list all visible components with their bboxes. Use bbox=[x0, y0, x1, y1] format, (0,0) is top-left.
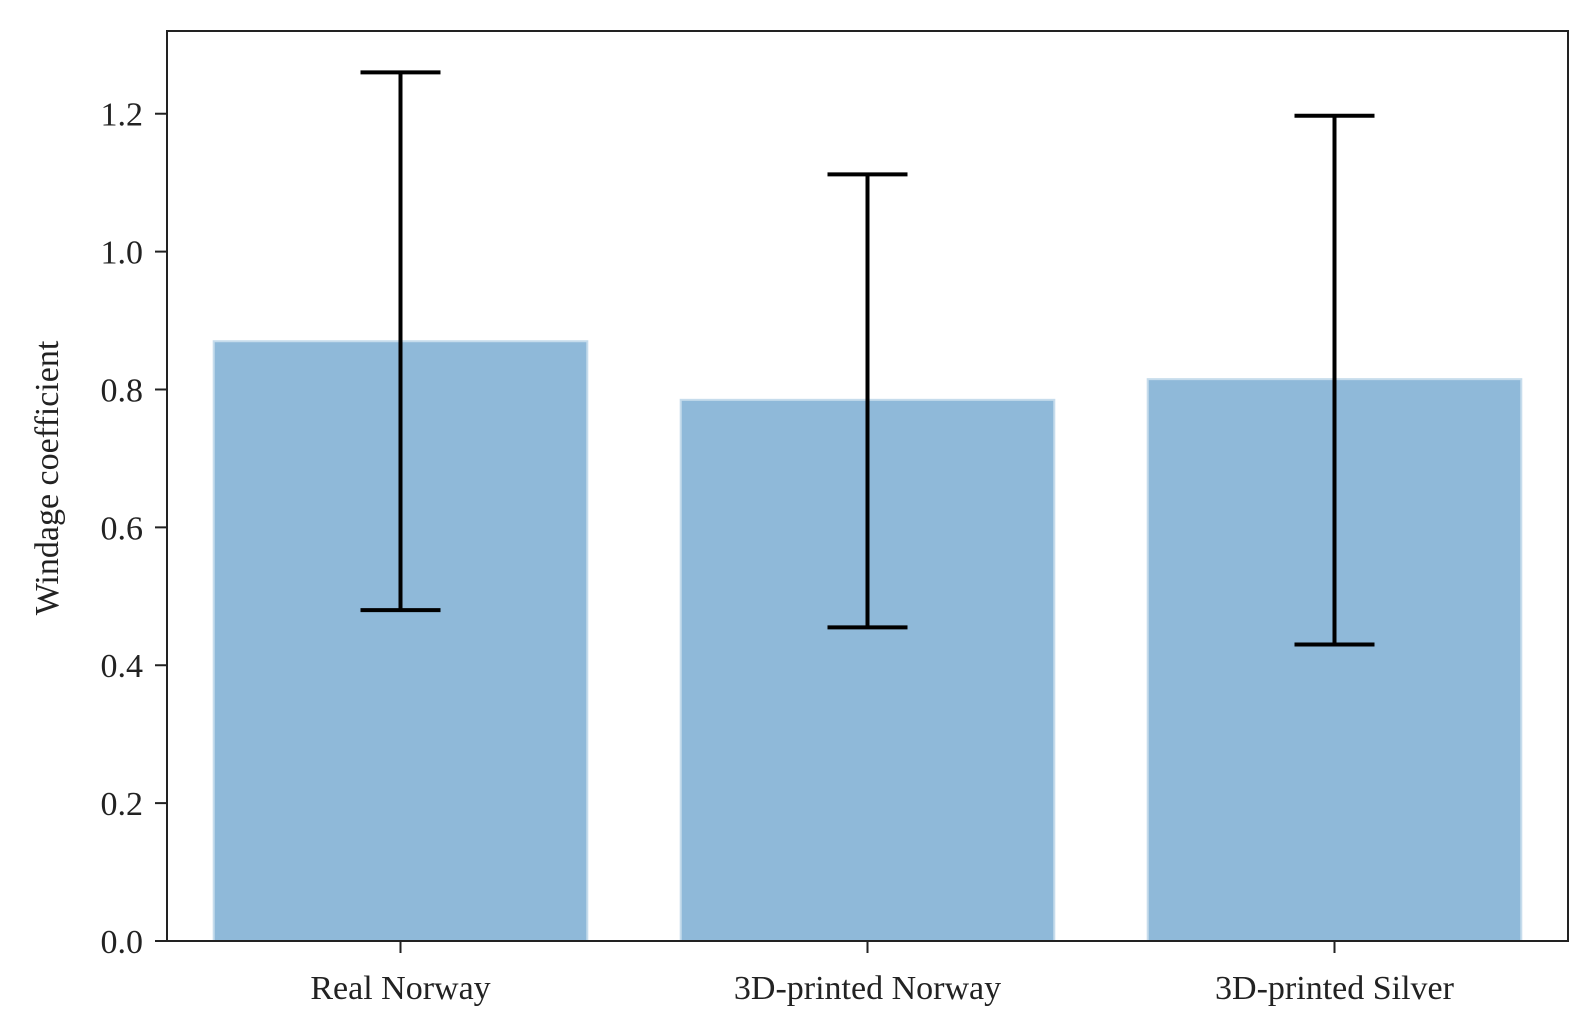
y-tick-label-5: 1.0 bbox=[101, 235, 144, 272]
x-tick-label-1: 3D-printed Norway bbox=[734, 970, 1001, 1007]
x-tick-label-0: Real Norway bbox=[310, 970, 490, 1007]
y-tick-label-1: 0.2 bbox=[101, 786, 144, 823]
axes-group: Real Norway 3D-printed Norway 3D-printed S… bbox=[101, 30, 1569, 1007]
y-tick-label-0: 0.0 bbox=[101, 924, 144, 961]
y-tick-label-3: 0.6 bbox=[101, 510, 144, 547]
y-tick-label-6: 1.2 bbox=[101, 97, 144, 134]
y-tick-label-2: 0.4 bbox=[101, 648, 144, 685]
x-tick-label-2: 3D-printed Silver bbox=[1215, 970, 1455, 1007]
plot-frame bbox=[166, 30, 1569, 942]
y-axis-label: Windage coefficient bbox=[29, 340, 66, 615]
y-tick-label-4: 0.8 bbox=[101, 372, 144, 409]
error-bars-group bbox=[360, 70, 1375, 647]
